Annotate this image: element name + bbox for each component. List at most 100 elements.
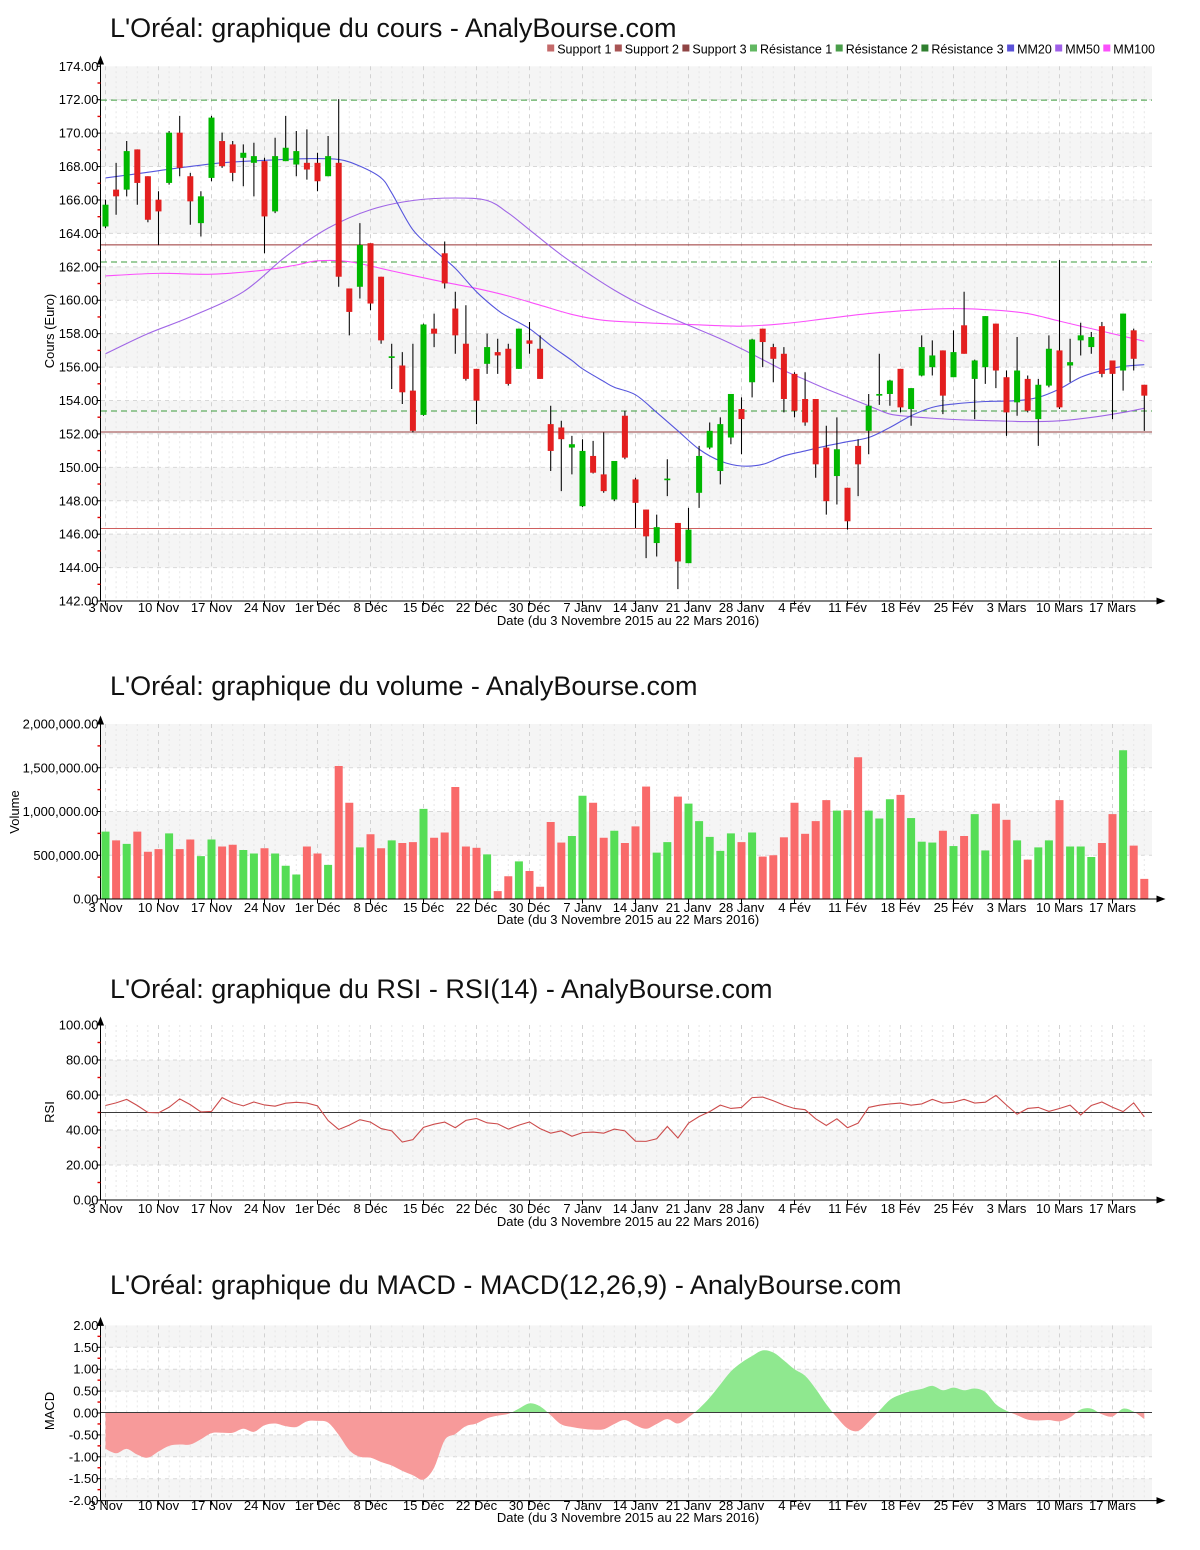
- svg-text:25 Fév: 25 Fév: [934, 1201, 974, 1216]
- svg-text:500,000.00: 500,000.00: [33, 848, 98, 863]
- svg-text:10 Mars: 10 Mars: [1036, 1201, 1083, 1216]
- svg-text:30 Déc: 30 Déc: [509, 1498, 551, 1513]
- svg-text:15 Déc: 15 Déc: [403, 600, 445, 615]
- svg-text:1er Déc: 1er Déc: [295, 600, 341, 615]
- svg-text:Support 3: Support 3: [692, 43, 746, 57]
- svg-text:168.00: 168.00: [59, 159, 99, 174]
- svg-text:17 Mars: 17 Mars: [1089, 1498, 1136, 1513]
- svg-text:25 Fév: 25 Fév: [934, 1498, 974, 1513]
- svg-text:154.00: 154.00: [59, 393, 99, 408]
- svg-text:11 Fév: 11 Fév: [828, 1498, 867, 1513]
- svg-text:14 Janv: 14 Janv: [613, 1201, 659, 1216]
- svg-text:22 Déc: 22 Déc: [456, 1201, 498, 1216]
- svg-text:18 Fév: 18 Fév: [881, 1498, 921, 1513]
- svg-text:18 Fév: 18 Fév: [881, 600, 921, 615]
- svg-text:172.00: 172.00: [59, 92, 99, 107]
- svg-text:11 Fév: 11 Fév: [828, 600, 867, 615]
- svg-text:100.00: 100.00: [59, 1018, 99, 1033]
- svg-text:4 Fév: 4 Fév: [778, 900, 811, 915]
- svg-text:4 Fév: 4 Fév: [778, 1201, 811, 1216]
- svg-text:22 Déc: 22 Déc: [456, 1498, 498, 1513]
- svg-text:3 Mars: 3 Mars: [987, 600, 1027, 615]
- svg-text:Résistance 1: Résistance 1: [760, 43, 832, 57]
- svg-text:30 Déc: 30 Déc: [509, 900, 551, 915]
- svg-text:Date (du 3 Novembre 2015 au 22: Date (du 3 Novembre 2015 au 22 Mars 2016…: [497, 912, 759, 927]
- svg-text:146.00: 146.00: [59, 527, 99, 542]
- svg-text:21 Janv: 21 Janv: [666, 900, 712, 915]
- svg-text:10 Nov: 10 Nov: [138, 900, 180, 915]
- svg-text:2,000,000.00: 2,000,000.00: [23, 717, 99, 732]
- svg-text:174.00: 174.00: [59, 59, 99, 74]
- svg-text:-1.00: -1.00: [69, 1449, 99, 1464]
- svg-text:152.00: 152.00: [59, 426, 99, 441]
- svg-text:8 Déc: 8 Déc: [354, 600, 388, 615]
- svg-text:142.00: 142.00: [59, 594, 99, 609]
- svg-text:7 Janv: 7 Janv: [563, 1498, 602, 1513]
- svg-text:15 Déc: 15 Déc: [403, 900, 445, 915]
- svg-text:2.00: 2.00: [73, 1318, 98, 1333]
- svg-text:14 Janv: 14 Janv: [613, 600, 659, 615]
- svg-text:150.00: 150.00: [59, 460, 99, 475]
- svg-text:7 Janv: 7 Janv: [563, 600, 602, 615]
- svg-text:3 Nov: 3 Nov: [89, 900, 123, 915]
- svg-text:Date (du 3 Novembre 2015 au 22: Date (du 3 Novembre 2015 au 22 Mars 2016…: [497, 1214, 759, 1229]
- svg-text:8 Déc: 8 Déc: [354, 900, 388, 915]
- svg-text:148.00: 148.00: [59, 493, 99, 508]
- svg-text:28 Janv: 28 Janv: [719, 1201, 765, 1216]
- svg-text:10 Mars: 10 Mars: [1036, 1498, 1083, 1513]
- svg-text:L'Oréal: graphique du cours -: L'Oréal: graphique du cours - AnalyBours…: [110, 13, 676, 43]
- svg-text:21 Janv: 21 Janv: [666, 1201, 712, 1216]
- svg-text:Volume: Volume: [7, 790, 22, 833]
- svg-text:1,500,000.00: 1,500,000.00: [23, 760, 99, 775]
- svg-text:17 Nov: 17 Nov: [191, 600, 233, 615]
- svg-text:MACD: MACD: [42, 1392, 57, 1430]
- svg-text:MM20: MM20: [1017, 43, 1052, 57]
- svg-text:15 Déc: 15 Déc: [403, 1498, 445, 1513]
- svg-text:22 Déc: 22 Déc: [456, 900, 498, 915]
- svg-text:1.50: 1.50: [73, 1340, 98, 1355]
- svg-text:3 Nov: 3 Nov: [89, 1498, 123, 1513]
- svg-text:80.00: 80.00: [66, 1053, 99, 1068]
- svg-text:3 Mars: 3 Mars: [987, 1201, 1027, 1216]
- svg-text:0.00: 0.00: [73, 1406, 98, 1421]
- svg-text:1er Déc: 1er Déc: [295, 900, 341, 915]
- svg-text:RSI: RSI: [42, 1101, 57, 1123]
- svg-text:7 Janv: 7 Janv: [563, 1201, 602, 1216]
- svg-text:0.50: 0.50: [73, 1384, 98, 1399]
- svg-text:1.00: 1.00: [73, 1362, 98, 1377]
- svg-text:158.00: 158.00: [59, 326, 99, 341]
- svg-text:28 Janv: 28 Janv: [719, 600, 765, 615]
- svg-text:40.00: 40.00: [66, 1123, 99, 1138]
- svg-text:L'Oréal: graphique du volume -: L'Oréal: graphique du volume - AnalyBour…: [110, 671, 697, 701]
- svg-text:7 Janv: 7 Janv: [563, 900, 602, 915]
- svg-text:17 Mars: 17 Mars: [1089, 900, 1136, 915]
- svg-text:Support 1: Support 1: [557, 43, 611, 57]
- svg-text:Date (du 3 Novembre 2015 au 22: Date (du 3 Novembre 2015 au 22 Mars 2016…: [497, 613, 759, 628]
- svg-text:1,000,000.00: 1,000,000.00: [23, 804, 99, 819]
- svg-text:22 Déc: 22 Déc: [456, 600, 498, 615]
- svg-text:164.00: 164.00: [59, 226, 99, 241]
- svg-text:11 Fév: 11 Fév: [828, 1201, 867, 1216]
- svg-text:28 Janv: 28 Janv: [719, 1498, 765, 1513]
- svg-text:21 Janv: 21 Janv: [666, 600, 712, 615]
- svg-text:144.00: 144.00: [59, 560, 99, 575]
- svg-text:-0.50: -0.50: [69, 1427, 99, 1442]
- svg-text:Support 2: Support 2: [625, 43, 679, 57]
- svg-text:10 Nov: 10 Nov: [138, 1498, 180, 1513]
- svg-text:8 Déc: 8 Déc: [354, 1498, 388, 1513]
- svg-text:18 Fév: 18 Fév: [881, 1201, 921, 1216]
- svg-text:170.00: 170.00: [59, 126, 99, 141]
- svg-text:10 Nov: 10 Nov: [138, 1201, 180, 1216]
- svg-text:8 Déc: 8 Déc: [354, 1201, 388, 1216]
- svg-text:24 Nov: 24 Nov: [244, 600, 286, 615]
- svg-text:Résistance 2: Résistance 2: [846, 43, 918, 57]
- svg-text:21 Janv: 21 Janv: [666, 1498, 712, 1513]
- svg-text:24 Nov: 24 Nov: [244, 1498, 286, 1513]
- svg-text:Date (du 3 Novembre 2015 au 22: Date (du 3 Novembre 2015 au 22 Mars 2016…: [497, 1510, 759, 1525]
- svg-text:10 Nov: 10 Nov: [138, 600, 180, 615]
- svg-text:60.00: 60.00: [66, 1088, 99, 1103]
- svg-text:24 Nov: 24 Nov: [244, 1201, 286, 1216]
- svg-text:17 Mars: 17 Mars: [1089, 1201, 1136, 1216]
- svg-text:20.00: 20.00: [66, 1158, 99, 1173]
- svg-text:15 Déc: 15 Déc: [403, 1201, 445, 1216]
